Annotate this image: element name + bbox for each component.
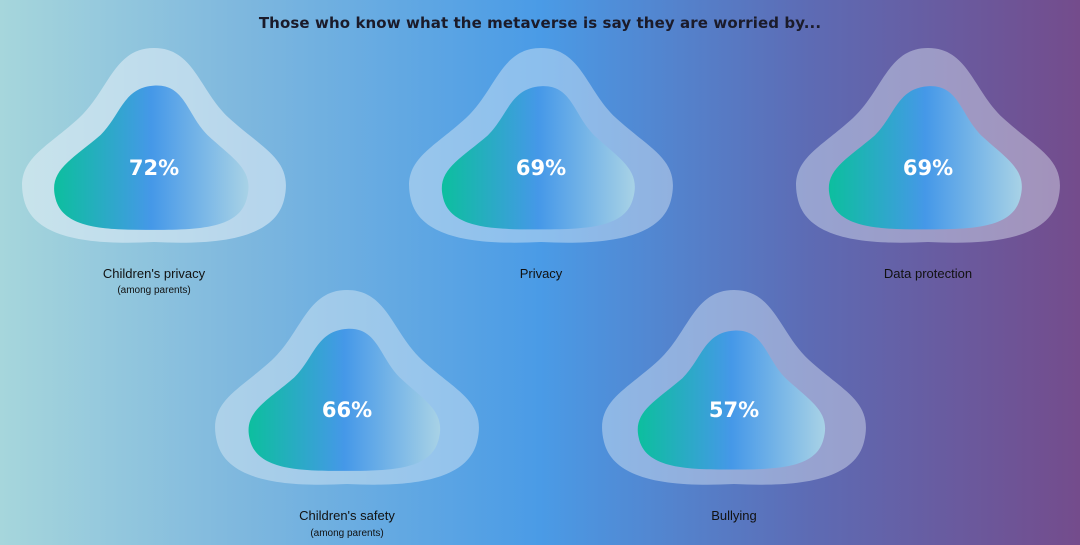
- category-label: Children's privacy: [103, 266, 206, 281]
- value-label: 57%: [709, 398, 759, 422]
- bubble-2: 69% Privacy: [409, 48, 673, 281]
- bubble-5: 57% Bullying: [602, 290, 866, 523]
- value-label: 69%: [903, 156, 953, 180]
- value-label: 69%: [516, 156, 566, 180]
- chart-title: Those who know what the metaverse is say…: [258, 14, 822, 32]
- category-label: Privacy: [520, 266, 563, 281]
- value-label: 72%: [129, 156, 179, 180]
- bubble-inner-shape: [637, 330, 826, 470]
- category-label: Children's safety: [299, 508, 395, 523]
- category-label: Bullying: [711, 508, 757, 523]
- category-sublabel: (among parents): [310, 528, 383, 539]
- category-label: Data protection: [884, 266, 972, 281]
- value-label: 66%: [322, 398, 372, 422]
- bubble-inner-shape: [248, 328, 441, 471]
- bubble-inner-shape: [54, 85, 249, 230]
- category-sublabel: (among parents): [117, 285, 190, 296]
- bubble-3: 69% Data protection: [796, 48, 1060, 281]
- bubble-1: 72% Children's privacy (among parents): [22, 48, 286, 296]
- bubble-inner-shape: [441, 86, 635, 230]
- bubble-4: 66% Children's safety (among parents): [215, 290, 479, 539]
- bubble-inner-shape: [828, 86, 1022, 230]
